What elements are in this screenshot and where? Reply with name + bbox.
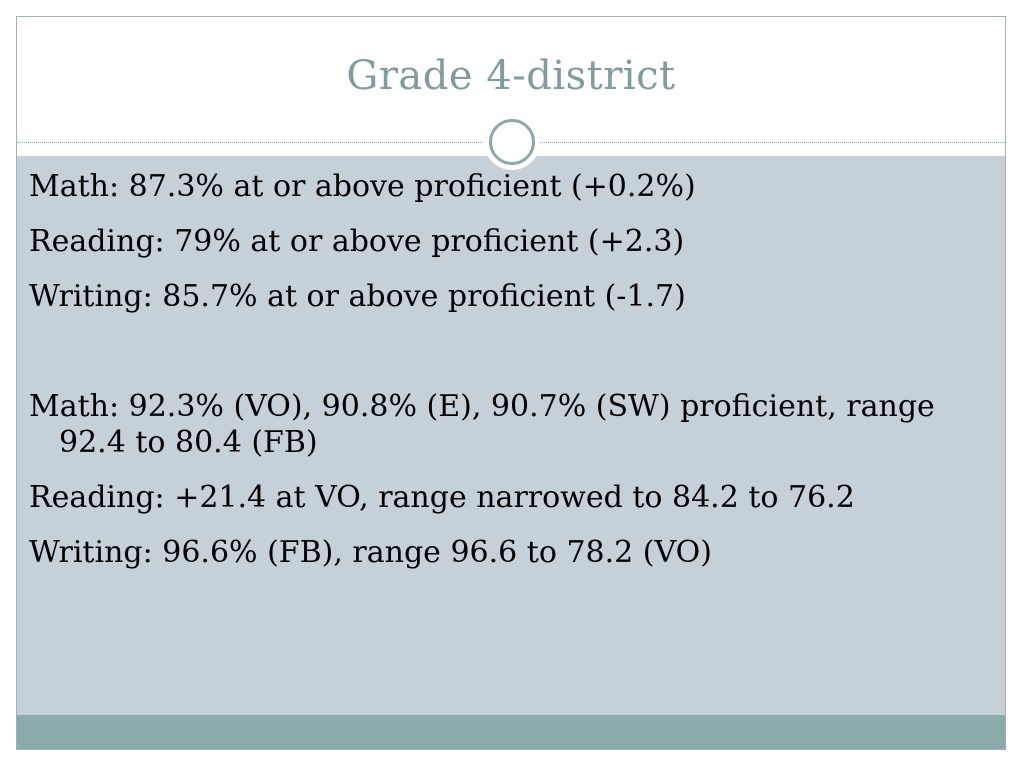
- bullet-item-math-summary: Math: 87.3% at or above proficient (+0.2…: [29, 169, 696, 204]
- bullet-item-reading-summary: Reading: 79% at or above proficient (+2.…: [29, 224, 685, 259]
- bullet-item-reading-schools: Reading: +21.4 at VO, range narrowed to …: [29, 480, 855, 515]
- circle-ring-inner: [489, 119, 535, 165]
- bullet-item-writing-summary: Writing: 85.7% at or above proficient (-…: [29, 279, 686, 314]
- footer-band: [17, 715, 1005, 749]
- bullet-list: Math: 87.3% at or above proficient (+0.2…: [29, 169, 969, 590]
- circle-ring-icon: [484, 114, 540, 170]
- bullet-item-math-schools: Math: 92.3% (VO), 90.8% (E), 90.7% (SW) …: [29, 389, 935, 460]
- slide: Grade 4-district: [16, 16, 1006, 750]
- slide-title: Grade 4-district: [346, 53, 676, 99]
- bullet-item-writing-schools: Writing: 96.6% (FB), range 96.6 to 78.2 …: [29, 535, 712, 570]
- bullet-spacer: [29, 334, 969, 370]
- content-panel: [17, 156, 1005, 716]
